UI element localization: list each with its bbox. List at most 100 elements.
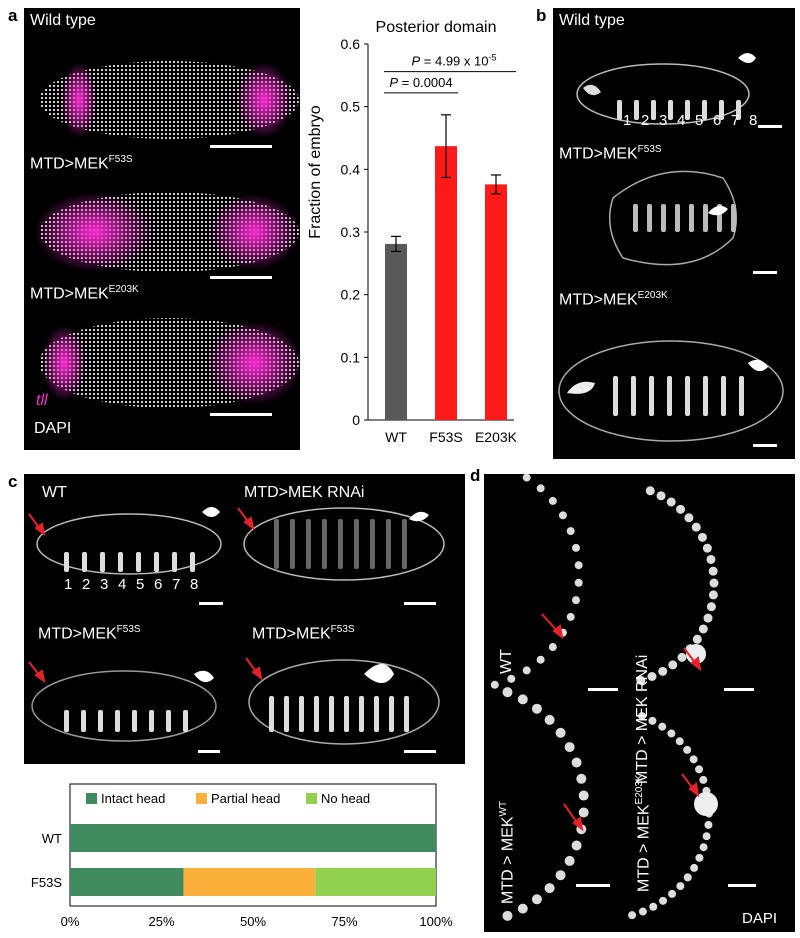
x-tick-label: WT <box>385 429 407 445</box>
segment-number: 8 <box>190 576 199 593</box>
legend-label: Intact head <box>101 791 165 806</box>
bar <box>435 146 457 420</box>
denticle-belt <box>82 552 87 572</box>
nucleus <box>517 694 528 705</box>
x-tick-label: 50% <box>240 914 266 929</box>
nucleus <box>658 666 668 676</box>
nucleus <box>566 527 575 536</box>
nucleus <box>502 910 513 921</box>
bar <box>385 243 407 420</box>
panel-d-label-mekwt: MTD > MEKWT <box>498 800 517 904</box>
scale-bar <box>199 602 223 605</box>
panel-b-label-e203k: MTD>MEKE203K <box>559 290 668 309</box>
segment-number: 3 <box>100 576 109 593</box>
stacked-bar-segment <box>315 868 436 896</box>
denticle-belt <box>649 376 654 416</box>
segment-number: 6 <box>713 112 722 129</box>
denticle-belt <box>118 552 123 572</box>
category-label: F53S <box>31 875 62 890</box>
embryo-stains <box>34 61 300 408</box>
scale-bar <box>753 444 777 447</box>
nucleus <box>689 755 698 764</box>
y-tick-label: 0 <box>352 412 360 428</box>
panel-d-label-rnai: MTD > MEK RNAi <box>634 654 651 784</box>
denticle-belt <box>667 376 672 416</box>
nucleus <box>706 554 716 564</box>
denticle-belt <box>338 519 343 569</box>
nucleus <box>578 807 589 818</box>
red-arrows <box>541 613 702 832</box>
panel-letter-d: d <box>470 466 481 485</box>
nucleus <box>544 714 555 725</box>
panel-letter-c: c <box>8 472 18 491</box>
denticle-belt <box>739 376 744 416</box>
nucleus <box>697 532 707 542</box>
panel-a-image: Wild type MTD>MEKF53S MTD>MEKE203K tll D… <box>24 8 300 450</box>
nucleus <box>677 652 687 662</box>
nucleus <box>536 655 545 664</box>
scale-bar <box>198 750 220 753</box>
denticle-belt <box>703 376 708 416</box>
nucleus <box>708 590 718 600</box>
panel-letter-b: b <box>536 6 547 25</box>
x-tick-label: 100% <box>419 914 453 929</box>
legend-swatch <box>196 793 207 804</box>
nucleus <box>522 474 531 482</box>
denticle-belt <box>721 376 726 416</box>
nucleus <box>692 634 702 644</box>
nucleus <box>571 596 580 605</box>
nucleus <box>656 491 666 501</box>
stacked-bar-segment <box>183 868 316 896</box>
denticle-belt <box>719 100 724 120</box>
segment-number: 5 <box>136 576 145 593</box>
denticle-belt <box>359 696 364 732</box>
x-tick-label: 25% <box>148 914 174 929</box>
x-tick-label: E203K <box>475 429 516 445</box>
dapi-label-a: DAPI <box>34 420 72 437</box>
denticle-belt <box>269 696 274 732</box>
nucleus-cluster <box>694 792 718 816</box>
nucleus <box>548 496 557 505</box>
denticle-belt <box>374 696 379 732</box>
denticle-belt <box>404 696 409 732</box>
y-tick-label: 0.4 <box>341 161 361 177</box>
denticle-belt <box>633 204 638 232</box>
denticle-belt <box>661 204 666 232</box>
denticle-belt <box>685 376 690 416</box>
p-value-label: P = 4.99 x 10-5 <box>412 53 497 69</box>
nucleus <box>564 742 575 753</box>
nucleus <box>555 870 566 881</box>
segment-number: 6 <box>154 576 163 593</box>
denticle-belt <box>736 100 741 120</box>
dapi-nuclei <box>490 474 719 921</box>
panel-letter-a: a <box>8 6 18 25</box>
nucleus <box>517 903 528 914</box>
scale-bar <box>210 413 272 416</box>
denticle-belt <box>132 710 137 732</box>
chart-title: Posterior domain <box>376 19 497 36</box>
denticle-belt <box>284 696 289 732</box>
denticle-belt <box>386 519 391 569</box>
nucleus <box>695 853 704 862</box>
y-tick-label: 0.5 <box>341 99 361 115</box>
denticle-belt <box>685 100 690 120</box>
nucleus <box>676 504 686 514</box>
nucleus <box>571 543 580 552</box>
segment-number: 3 <box>659 112 668 129</box>
y-tick-label: 0.3 <box>341 224 361 240</box>
denticle-belt <box>402 519 407 569</box>
nucleus <box>628 911 637 920</box>
denticle-belt <box>668 100 673 120</box>
nucleus <box>648 716 657 725</box>
y-axis-label: Fraction of embryo <box>307 105 324 238</box>
nucleus <box>638 712 647 721</box>
scale-bar <box>404 602 436 605</box>
y-tick-label: 0.2 <box>341 287 361 303</box>
denticle-belt <box>354 519 359 569</box>
denticle-belt <box>647 204 652 232</box>
denticle-belt <box>613 376 618 416</box>
nucleus <box>690 863 699 872</box>
nucleus <box>531 894 542 905</box>
